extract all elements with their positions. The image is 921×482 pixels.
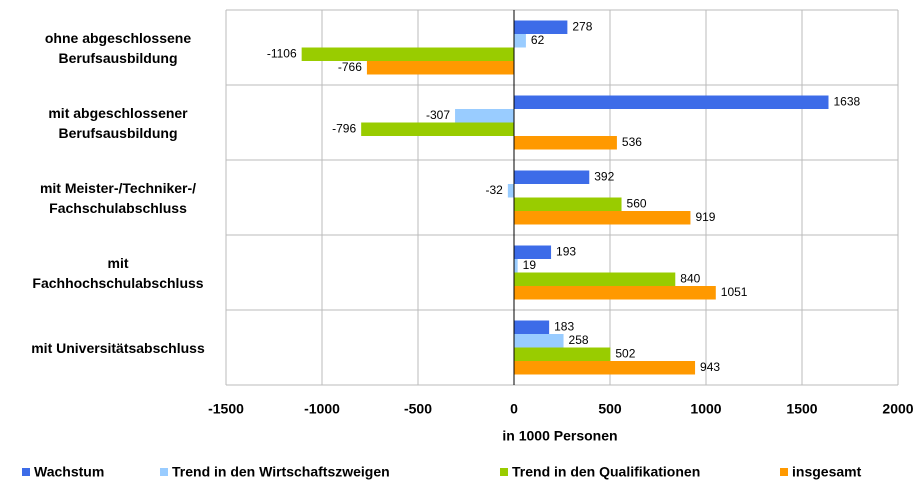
value-label: -32 [486, 183, 504, 197]
bar [514, 95, 829, 109]
x-tick-label: -500 [404, 401, 432, 417]
x-tick-label: 1000 [690, 401, 721, 417]
value-label: -1106 [267, 46, 297, 60]
value-label: 193 [556, 244, 576, 258]
category-label: mit Fachhochschulabschluss [32, 254, 204, 291]
bar [514, 361, 696, 375]
bar [514, 136, 617, 150]
value-label: 943 [700, 360, 720, 374]
bar [514, 286, 716, 300]
value-label: -307 [426, 108, 450, 122]
x-tick-label: -1500 [208, 401, 244, 417]
bar [514, 272, 676, 286]
category-label: ohne abgeschlossene Berufsausbildung [44, 29, 192, 66]
legend-swatch [160, 468, 168, 476]
value-label: 840 [680, 271, 700, 285]
bar [514, 197, 622, 211]
value-label: -796 [332, 121, 356, 135]
value-label: -766 [338, 60, 362, 74]
category-label: mit abgeschlossener Berufsausbildung [48, 104, 188, 141]
bar [514, 170, 590, 184]
bar [514, 20, 568, 34]
legend-swatch [780, 468, 788, 476]
x-tick-label: 500 [598, 401, 622, 417]
bar [514, 245, 552, 259]
value-label: 183 [554, 319, 574, 333]
bar [514, 34, 526, 48]
bar [301, 47, 514, 61]
bar [514, 347, 611, 361]
legend-swatch [500, 468, 508, 476]
legend-swatch [22, 468, 30, 476]
value-label: 19 [523, 258, 537, 272]
x-tick-label: 0 [510, 401, 518, 417]
legend-label: insgesamt [792, 464, 862, 480]
category-label: mit Meister-/Techniker-/ Fachschulabschl… [39, 179, 197, 216]
bar [507, 184, 514, 198]
bar [361, 122, 514, 136]
value-label: 502 [615, 346, 635, 360]
x-axis-title: in 1000 Personen [502, 428, 617, 444]
bar [514, 320, 550, 334]
value-label: 392 [594, 169, 614, 183]
value-label: 1051 [721, 285, 748, 299]
value-label: 536 [622, 135, 642, 149]
x-tick-label: -1000 [304, 401, 340, 417]
x-tick-label: 2000 [882, 401, 913, 417]
value-label: 1638 [833, 94, 860, 108]
bar [514, 211, 691, 225]
bar [514, 259, 518, 273]
bar [366, 61, 514, 75]
category-label: mit Universitätsabschluss [31, 339, 205, 356]
value-label: 278 [572, 19, 592, 33]
value-label: 62 [531, 33, 545, 47]
legend-label: Wachstum [34, 464, 104, 480]
bar [455, 109, 514, 123]
legend-label: Trend in den Qualifikationen [512, 464, 700, 480]
legend-label: Trend in den Wirtschaftszweigen [172, 464, 390, 480]
bar [514, 334, 564, 348]
value-label: 258 [569, 333, 589, 347]
value-label: 919 [695, 210, 715, 224]
value-label: 560 [627, 196, 647, 210]
x-tick-label: 1500 [786, 401, 817, 417]
